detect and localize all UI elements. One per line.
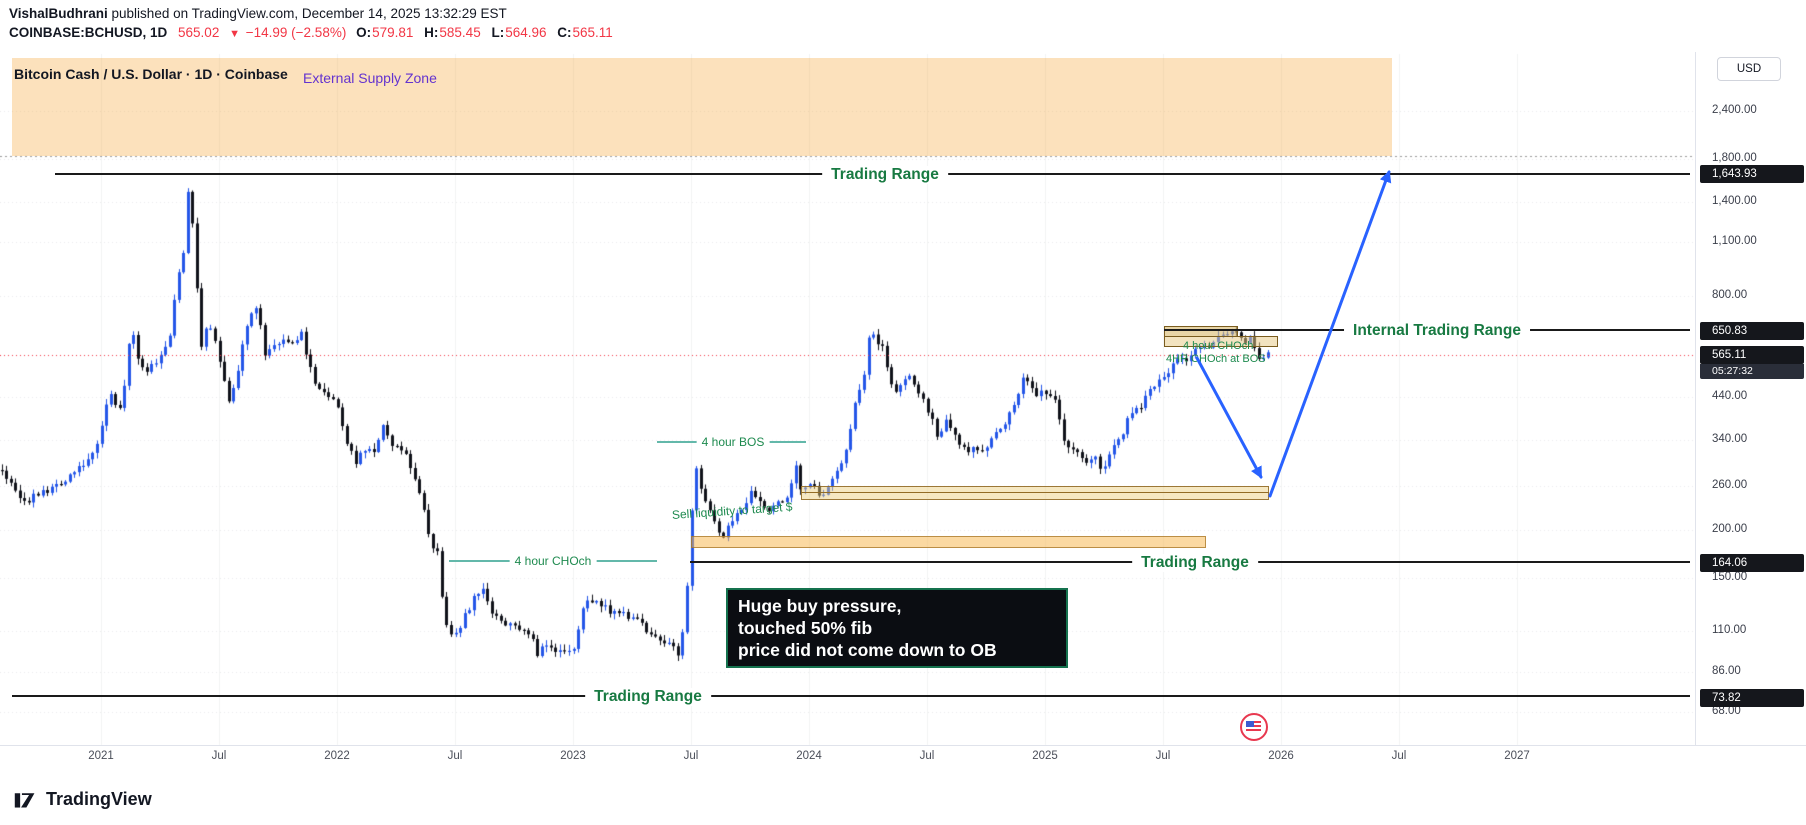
trading-range-bottom-line (12, 695, 1690, 697)
choch-note-1: 4 hour CHOch (1183, 340, 1254, 352)
callout-line-1: Huge buy pressure, (738, 596, 902, 616)
internal-trading-range-label: Internal Trading Range (1344, 322, 1530, 340)
tradingview-brand-text: TradingView (46, 789, 152, 809)
tradingview-logo-icon (14, 793, 35, 808)
callout-line-2: touched 50% fib (738, 618, 873, 638)
last-price: 565.02 (178, 25, 220, 40)
tradingview-logo-link[interactable]: TradingView (12, 787, 152, 812)
demand-band (691, 536, 1206, 548)
symbol-ohlc-line: COINBASE:BCHUSD, 1D 565.02 ▼ −14.99 (−2.… (9, 25, 620, 40)
external-supply-zone (12, 58, 1392, 156)
trading-range-mid-label: Trading Range (1132, 554, 1258, 572)
time-axis-border (0, 745, 1806, 746)
published-line: VishalBudhrani published on TradingView.… (9, 6, 620, 21)
symbol-name: COINBASE:BCHUSD, 1D (9, 25, 168, 40)
callout-note: Huge buy pressure, touched 50% fib price… (726, 588, 1068, 668)
published-text: published on TradingView.com, December 1… (107, 6, 507, 21)
low-value: 564.96 (505, 25, 547, 40)
currency-unit-button[interactable]: USD (1717, 57, 1781, 81)
price-axis-border (1695, 52, 1696, 745)
open-value: 579.81 (372, 25, 414, 40)
callout-line-3: price did not come down to OB (738, 640, 997, 660)
external-supply-zone-label: External Supply Zone (303, 70, 437, 86)
price-change: −14.99 (−2.58%) (245, 25, 347, 40)
trading-range-top-label: Trading Range (822, 166, 948, 184)
choch-note-2: 4HR CHOch at BOS (1166, 353, 1266, 365)
order-block-band-lower (801, 492, 1269, 500)
trading-range-bottom-label: Trading Range (585, 688, 711, 706)
economic-event-icon[interactable] (1240, 713, 1268, 741)
high-label: H: (424, 25, 439, 40)
bos-4h-label: 4 hour BOS (696, 435, 770, 449)
choch-4h-label: 4 hour CHOch (509, 554, 597, 568)
publish-header: VishalBudhrani published on TradingView.… (9, 6, 620, 40)
low-label: L: (491, 25, 505, 40)
open-label: O: (356, 25, 372, 40)
author-link[interactable]: VishalBudhrani (9, 6, 108, 21)
down-triangle-icon: ▼ (229, 28, 240, 40)
chart-symbol-title: Bitcoin Cash / U.S. Dollar · 1D · Coinba… (14, 66, 288, 82)
close-label: C: (557, 25, 572, 40)
event-flag-corner (1246, 721, 1254, 727)
high-value: 585.45 (439, 25, 481, 40)
close-value: 565.11 (572, 25, 613, 40)
